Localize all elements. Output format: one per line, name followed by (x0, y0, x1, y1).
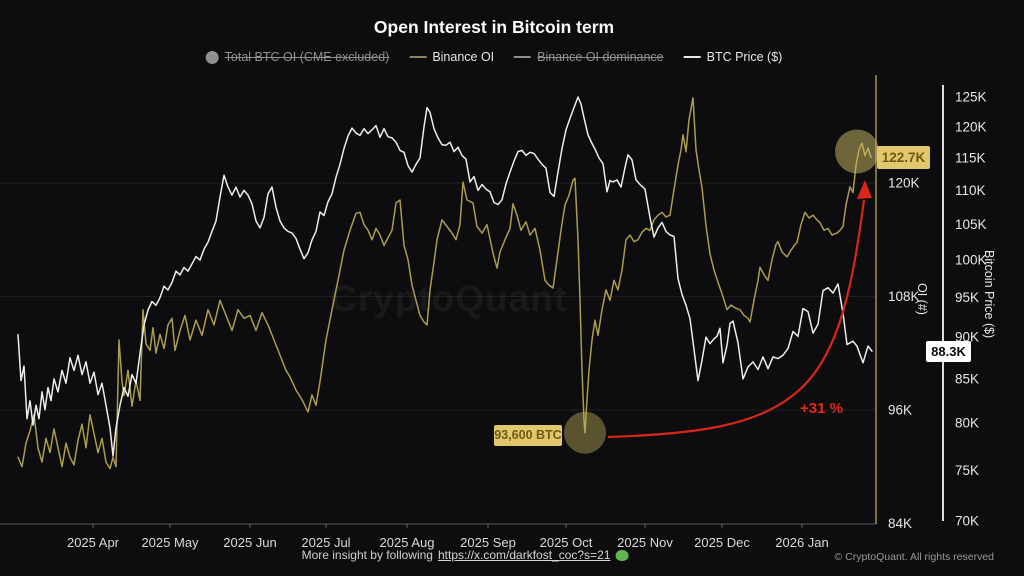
growth-arrow-head-icon (857, 180, 872, 199)
price-current-value-badge: 88.3K (926, 341, 971, 362)
price-axis-title: Bitcoin Price ($) (982, 250, 996, 339)
legend-item-binance-oi-dominance[interactable]: Binance OI dominance (514, 50, 664, 64)
page-title: Open Interest in Bitcoin term (373, 17, 615, 37)
price-tick-label: 70K (955, 513, 979, 528)
oi-tick-label: 108K (888, 289, 920, 304)
legend-line-marker-icon (409, 56, 427, 58)
x-tick-label: 2025 May (141, 535, 199, 550)
highlight-circle-crash (564, 411, 606, 454)
legend-label: Total BTC OI (CME excluded) (224, 50, 390, 64)
price-tick-label: 120K (955, 119, 987, 134)
x-tick-label: 2025 Jul (301, 535, 350, 550)
legend-circle-marker-icon (205, 50, 219, 64)
growth-arrow-curve (607, 199, 866, 439)
legend-line-marker-icon (683, 56, 701, 58)
x-tick-label: 2025 Jun (223, 535, 277, 550)
price-tick-label: 100K (955, 253, 987, 268)
x-tick-label: 2025 Apr (67, 535, 120, 550)
legend-item-btc-price[interactable]: BTC Price ($) (683, 50, 783, 64)
x-tick-label: 2026 Jan (775, 535, 829, 550)
percent-change-label: +31 % (800, 400, 843, 417)
footer-link[interactable]: https://x.com/darkfost_coc?s=21 (437, 548, 611, 562)
price-tick-label: 75K (955, 463, 979, 478)
crash-low-label: 93,600 BTC (494, 425, 562, 446)
series-btc-price- (17, 96, 873, 457)
price-tick-label: 90K (955, 330, 979, 345)
x-tick-label: 2025 Sep (460, 535, 516, 550)
price-tick-label: 105K (955, 217, 987, 232)
legend-line-marker-icon (514, 56, 532, 58)
oi-tick-label: 96K (888, 402, 912, 417)
legend-label: Binance OI dominance (537, 50, 664, 64)
footer-text: More insight by following (301, 548, 433, 562)
price-tick-label: 110K (955, 183, 986, 198)
legend-label: Binance OI (432, 50, 495, 64)
legend-item-total-btc-oi[interactable]: Total BTC OI (CME excluded) (205, 50, 390, 64)
x-tick-label: 2025 Dec (694, 535, 750, 550)
price-tick-label: 85K (955, 371, 979, 386)
legend-item-binance-oi[interactable]: Binance OI (409, 50, 494, 64)
x-tick-label: 2025 Aug (380, 535, 435, 550)
legend-label: BTC Price ($) (706, 50, 783, 64)
oi-current-value-badge: 122.7K (877, 146, 930, 169)
price-tick-label: 115K (955, 150, 986, 165)
price-tick-label: 80K (955, 416, 979, 431)
oi-tick-label: 84K (888, 516, 912, 531)
oi-axis-title: OI (#) (915, 283, 929, 315)
frog-emoji-icon (615, 549, 629, 561)
copyright-notice: © CryptoQuant. All rights reserved (834, 551, 994, 563)
x-tick-label: 2025 Oct (540, 535, 593, 550)
footer-note: More insight by following https://x.com/… (302, 548, 629, 562)
price-tick-label: 95K (955, 290, 979, 305)
legend: Total BTC OI (CME excluded) Binance OI B… (205, 50, 783, 64)
price-tick-label: 125K (955, 90, 987, 105)
x-tick-label: 2025 Nov (617, 535, 673, 550)
highlight-circle-current (835, 129, 879, 174)
oi-tick-label: 120K (888, 176, 920, 191)
series-binance-oi (17, 97, 872, 470)
